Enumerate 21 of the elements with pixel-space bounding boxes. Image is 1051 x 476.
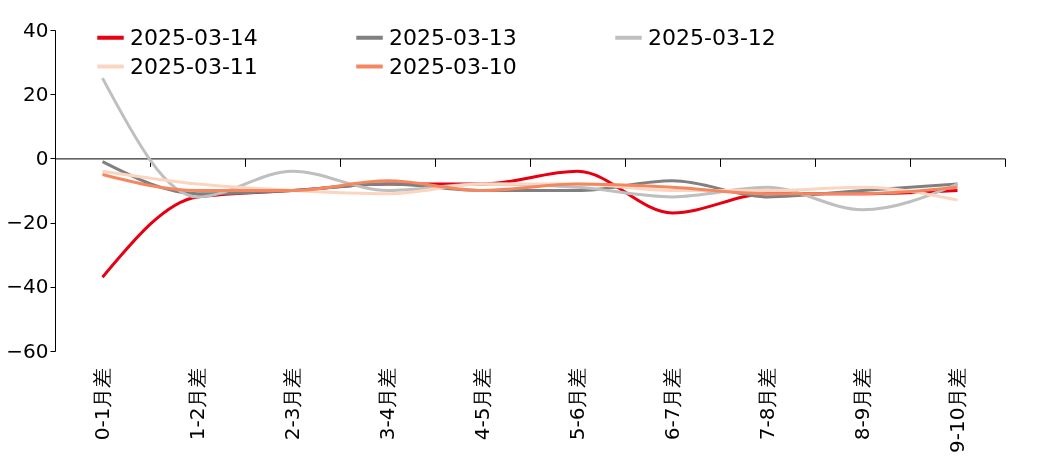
legend-label: 2025-03-14 [130, 24, 258, 50]
y-tick-label: 20 [23, 81, 49, 106]
y-tick-label: 40 [23, 17, 49, 42]
legend-label: 2025-03-13 [389, 24, 517, 50]
x-tick-label: 1-2月差 [185, 367, 209, 441]
x-tick-label: 8-9月差 [850, 367, 874, 441]
legend-label: 2025-03-11 [130, 53, 258, 79]
x-tick-label: 4-5月差 [470, 367, 494, 441]
y-tick-label: −60 [6, 338, 49, 363]
x-tick-label: 0-1月差 [90, 367, 114, 441]
x-tick-label: 3-4月差 [375, 367, 399, 441]
x-tick-label: 2-3月差 [280, 367, 304, 441]
y-tick-label: −40 [6, 274, 49, 299]
y-tick-label: 0 [35, 145, 49, 170]
legend-label: 2025-03-10 [389, 53, 517, 79]
y-tick-label: −20 [6, 210, 49, 235]
x-tick-label: 5-6月差 [565, 367, 589, 441]
x-tick-label: 9-10月差 [945, 367, 969, 453]
x-tick-label: 7-8月差 [755, 367, 779, 441]
x-tick-label: 6-7月差 [660, 367, 684, 441]
legend-label: 2025-03-12 [648, 24, 776, 50]
